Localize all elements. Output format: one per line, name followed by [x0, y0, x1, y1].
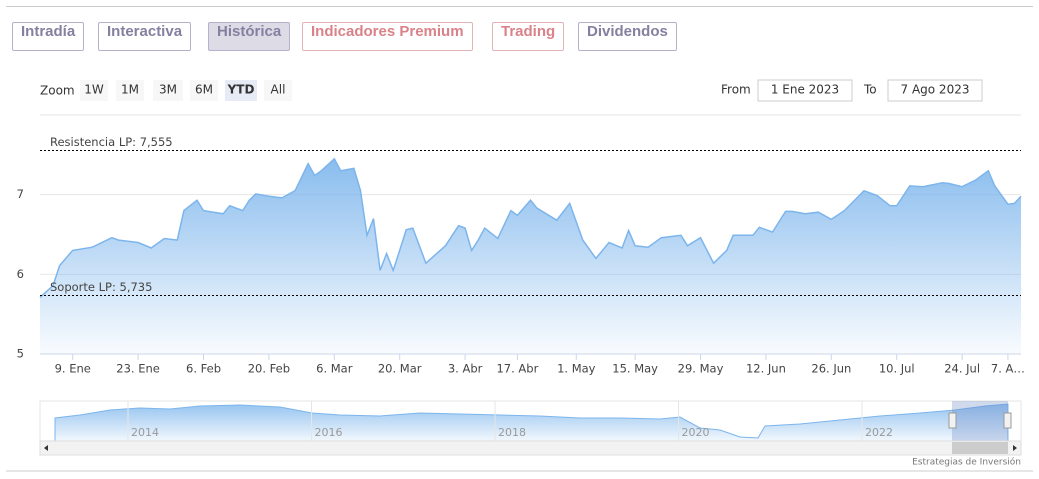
- zoom-button[interactable]: [153, 80, 183, 101]
- tab[interactable]: Intradía: [12, 22, 85, 51]
- level-label: Resistencia LP: 7,555: [50, 135, 173, 149]
- x-tick-label: 7. A…: [991, 362, 1025, 376]
- zoom-button[interactable]: [264, 80, 292, 101]
- zoom-button[interactable]: [190, 80, 218, 101]
- to-value: 7 Ago 2023: [901, 83, 970, 97]
- from-value: 1 Ene 2023: [771, 83, 839, 97]
- tab[interactable]: Trading: [492, 22, 565, 51]
- zoom-button-label: YTD: [227, 83, 255, 97]
- to-label: To: [863, 83, 877, 97]
- tab[interactable]: Histórica: [208, 22, 291, 51]
- navigator-series: [54, 403, 1009, 442]
- zoom-button[interactable]: [225, 80, 257, 101]
- x-tick-label: 20. Feb: [248, 362, 290, 376]
- x-tick-label: 6. Feb: [186, 362, 221, 376]
- zoom-button-label: 6M: [195, 83, 213, 97]
- x-tick-label: 6. Mar: [316, 362, 353, 376]
- zoom-label: Zoom: [40, 84, 75, 98]
- zoom-button-label: 3M: [159, 83, 177, 97]
- tab[interactable]: Indicadores Premium: [302, 22, 473, 51]
- scrollbar-thumb[interactable]: [952, 442, 1008, 454]
- zoom-button-label: 1M: [121, 83, 139, 97]
- zoom-button[interactable]: [116, 80, 144, 101]
- zoom-button-label: All: [271, 83, 286, 97]
- from-label: From: [721, 83, 751, 97]
- area-fill: [40, 158, 1021, 354]
- navigator-handle[interactable]: [948, 412, 957, 429]
- x-tick-label: 12. Jun: [746, 362, 786, 376]
- navigator-selection[interactable]: [952, 401, 1008, 441]
- navigator-year: 2016: [315, 426, 343, 439]
- zoom-button-label: 1W: [84, 83, 104, 97]
- x-tick-label: 26. Jun: [811, 362, 851, 376]
- x-tick-label: 20. Mar: [378, 362, 422, 376]
- navigator-year: 2014: [131, 426, 159, 439]
- y-tick-label: 5: [17, 347, 24, 361]
- x-tick-label: 23. Ene: [116, 362, 160, 376]
- zoom-button[interactable]: [80, 80, 108, 101]
- credit: Estrategias de Inversión: [912, 457, 1021, 468]
- scrollbar[interactable]: [39, 440, 1022, 456]
- x-tick-label: 24. Jul: [944, 362, 980, 376]
- x-tick-label: 9. Ene: [55, 362, 91, 376]
- navigator-handle[interactable]: [1003, 412, 1012, 429]
- y-tick-label: 6: [17, 267, 24, 281]
- y-tick-label: 7: [17, 187, 24, 201]
- tab[interactable]: Interactiva: [98, 22, 192, 51]
- tab[interactable]: Dividendos: [578, 22, 677, 51]
- level-label: Soporte LP: 5,735: [50, 280, 152, 294]
- x-tick-label: 3. Abr: [448, 362, 483, 376]
- x-tick-label: 17. Abr: [496, 362, 538, 376]
- top-rule: [6, 6, 1033, 7]
- navigator-year: 2020: [682, 426, 710, 439]
- from-input[interactable]: [757, 79, 853, 102]
- area-line: [39, 157, 1022, 298]
- navigator-year: 2018: [498, 426, 526, 439]
- x-tick-label: 29. May: [678, 362, 724, 376]
- to-input[interactable]: [887, 79, 983, 102]
- x-tick-label: 1. May: [557, 362, 596, 376]
- navigator-year: 2022: [865, 426, 893, 439]
- x-tick-label: 10. Jul: [879, 362, 915, 376]
- x-tick-label: 15. May: [612, 362, 658, 376]
